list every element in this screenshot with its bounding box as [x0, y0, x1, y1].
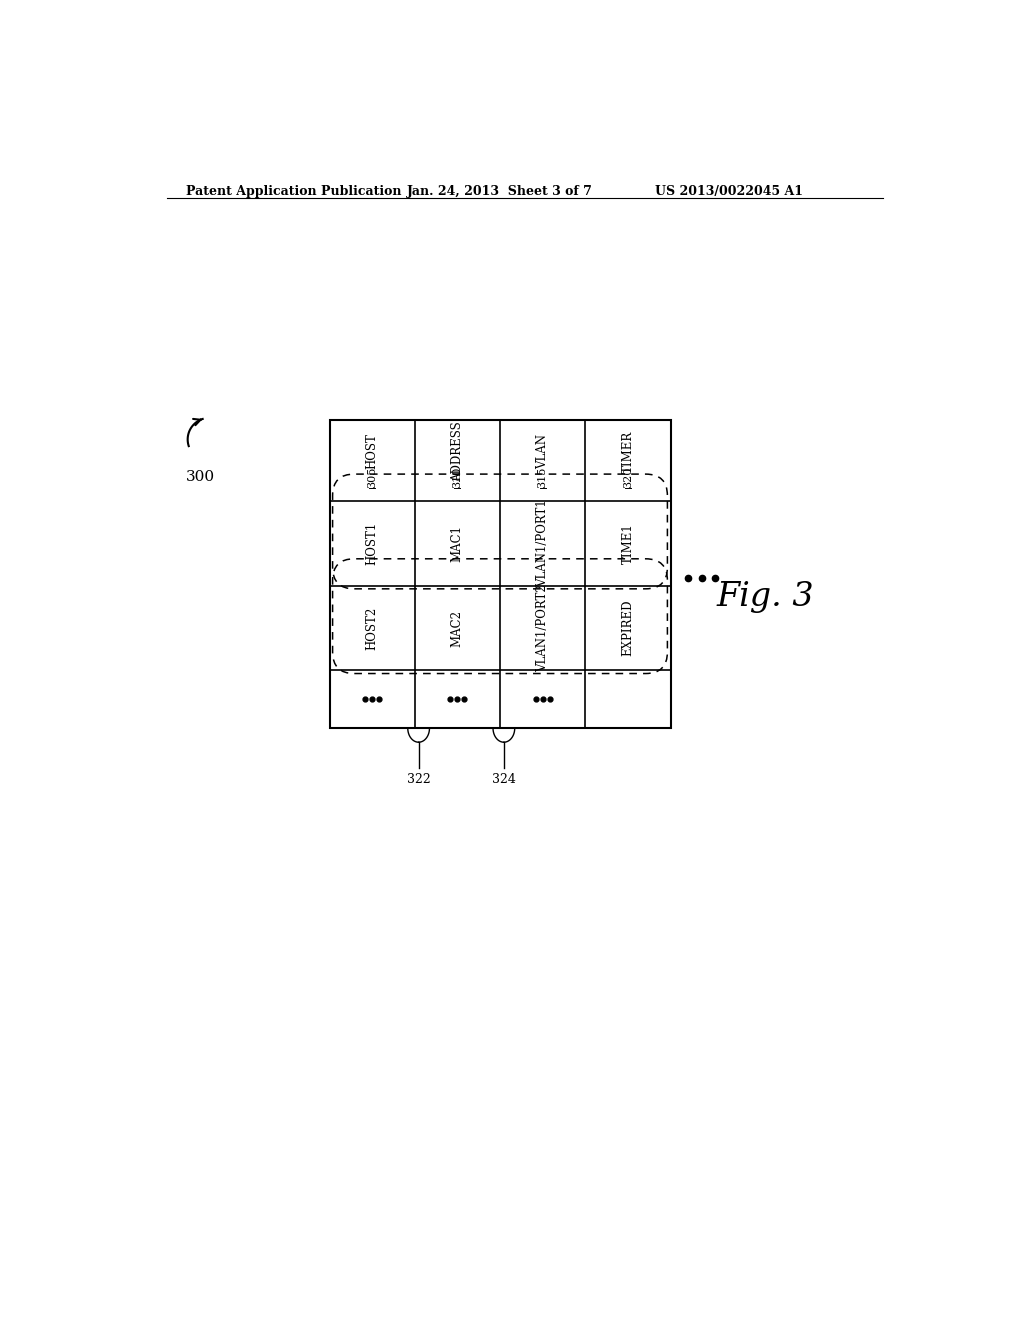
Text: VLAN1/PORT1: VLAN1/PORT1 — [537, 499, 549, 587]
Text: US 2013/0022045 A1: US 2013/0022045 A1 — [655, 185, 803, 198]
Text: 305: 305 — [368, 467, 377, 488]
Text: VLAN: VLAN — [537, 434, 549, 469]
Text: EXPIRED: EXPIRED — [622, 599, 635, 656]
Text: VLAN1/PORT2: VLAN1/PORT2 — [537, 585, 549, 672]
Text: 320: 320 — [623, 467, 633, 488]
Text: Patent Application Publication: Patent Application Publication — [186, 185, 401, 198]
Text: 300: 300 — [186, 470, 215, 484]
Text: TIME1: TIME1 — [622, 523, 635, 564]
Text: 324: 324 — [492, 772, 516, 785]
Text: 310: 310 — [453, 467, 463, 488]
Bar — [330, 420, 671, 729]
Text: ADDRESS: ADDRESS — [451, 421, 464, 482]
Text: Fig. 3: Fig. 3 — [717, 581, 815, 614]
Text: 322: 322 — [407, 772, 430, 785]
Text: Jan. 24, 2013  Sheet 3 of 7: Jan. 24, 2013 Sheet 3 of 7 — [407, 185, 593, 198]
Text: MAC1: MAC1 — [451, 525, 464, 562]
Text: HOST1: HOST1 — [366, 521, 379, 565]
Text: HOST: HOST — [366, 433, 379, 470]
Text: 315: 315 — [538, 467, 548, 488]
Text: HOST2: HOST2 — [366, 606, 379, 649]
Text: TIMER: TIMER — [622, 430, 635, 473]
Text: MAC2: MAC2 — [451, 610, 464, 647]
